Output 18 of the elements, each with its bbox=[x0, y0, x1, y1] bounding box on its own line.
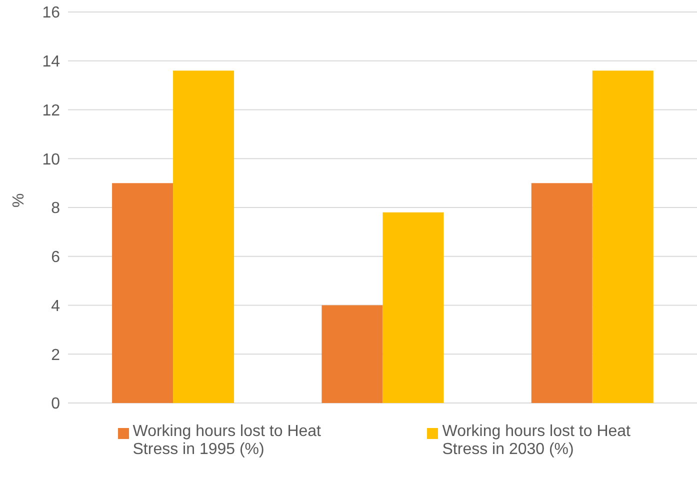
y-tick-label: 2 bbox=[51, 346, 60, 364]
bar bbox=[382, 212, 444, 403]
bar bbox=[173, 70, 234, 403]
y-tick-label: 10 bbox=[42, 151, 60, 168]
bar bbox=[322, 305, 383, 403]
y-tick-label: 4 bbox=[51, 298, 60, 315]
y-tick-label: 8 bbox=[51, 200, 60, 218]
y-axis-title: % bbox=[10, 193, 28, 208]
bar bbox=[531, 183, 592, 403]
bar bbox=[112, 183, 174, 403]
legend-label: Working hours lost to Heat Stress in 1995 (%) bbox=[132, 423, 322, 459]
legend-label: Working hours lost to Heat Stress in 2030 (%) bbox=[442, 423, 632, 459]
y-tick-label: 6 bbox=[51, 249, 60, 266]
y-tick-label: 16 bbox=[42, 4, 60, 22]
y-tick-label: 0 bbox=[51, 396, 60, 413]
y-tick-label: 14 bbox=[42, 54, 60, 71]
y-tick-label: 12 bbox=[42, 102, 60, 120]
bar bbox=[592, 70, 654, 403]
